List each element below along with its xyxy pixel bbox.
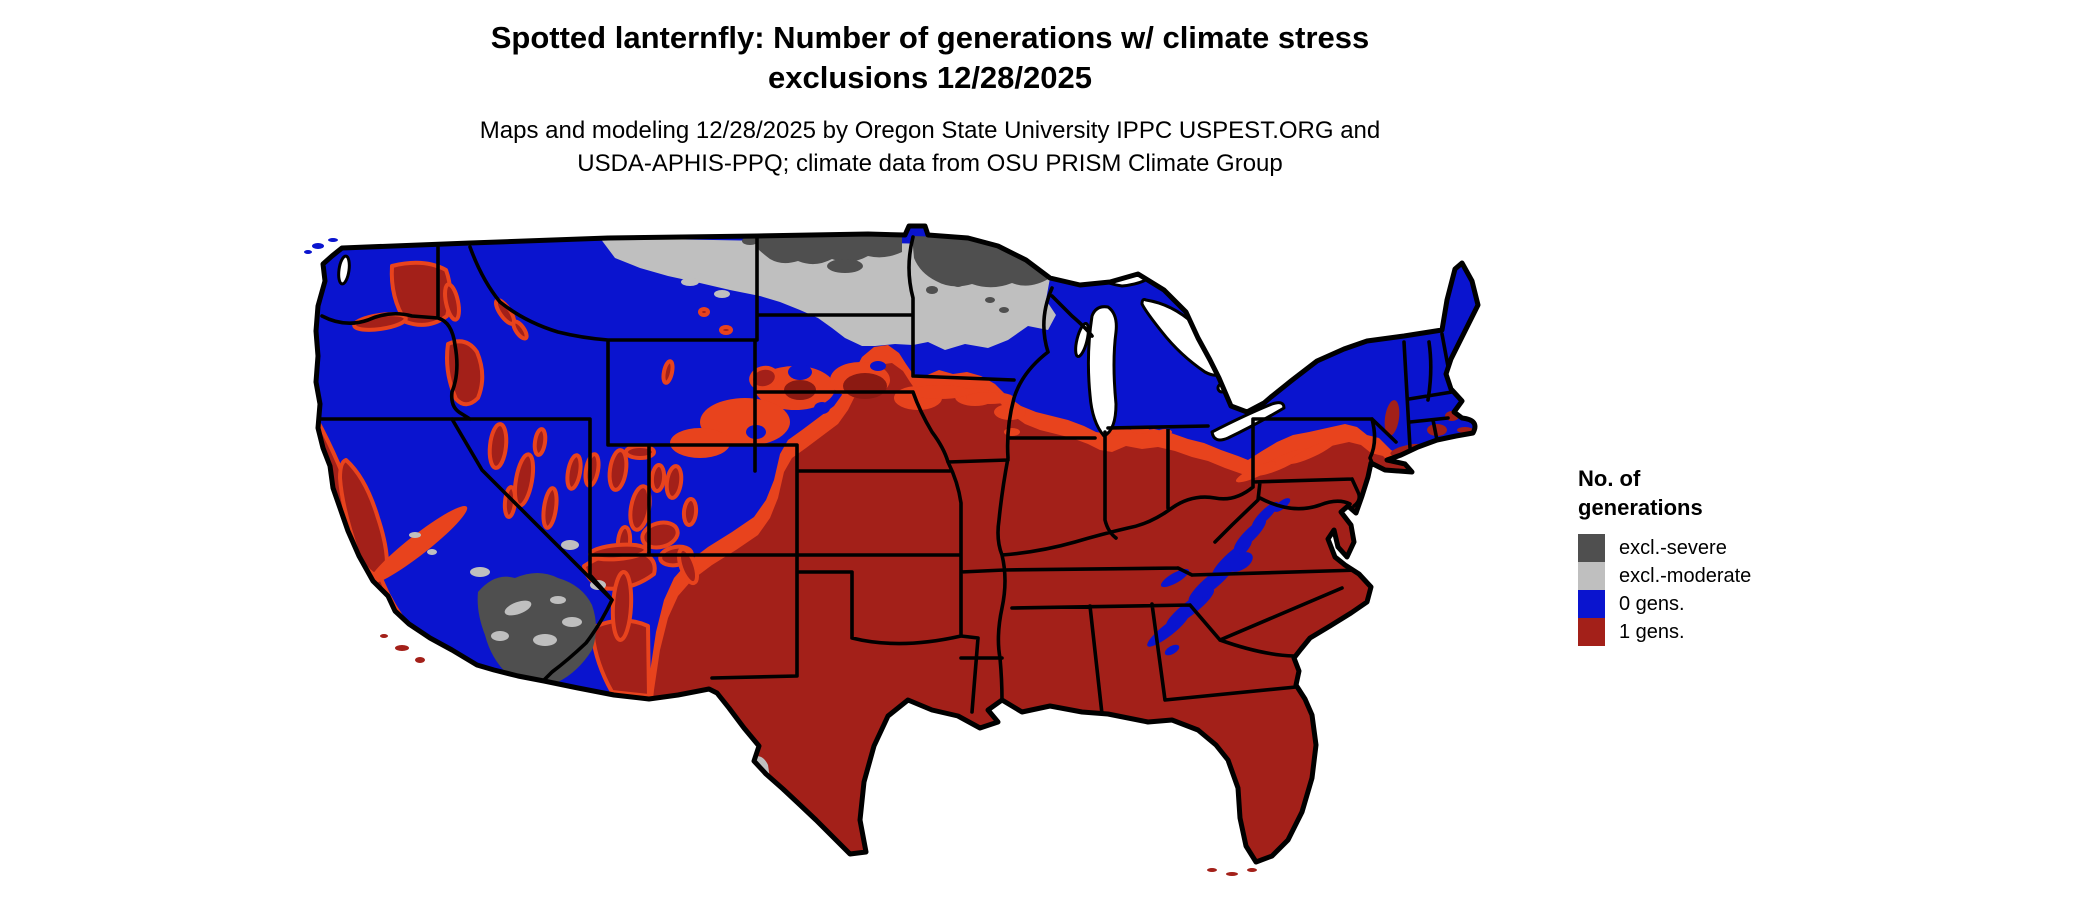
legend-swatch-excl-severe	[1578, 534, 1605, 562]
legend-label-zero-gens: 0 gens.	[1619, 592, 1685, 615]
legend-label-excl-moderate: excl.-moderate	[1619, 564, 1752, 587]
title-line-1: Spotted lanternfly: Number of generation…	[490, 20, 1370, 55]
puget-sound	[337, 254, 351, 286]
legend-items: excl.-severe excl.-moderate 0 gens. 1 ge…	[1578, 534, 1751, 646]
sierra-transition	[368, 506, 468, 584]
legend-swatch-zero-gens	[1578, 590, 1605, 618]
title-line-2: exclusions 12/28/2025	[767, 60, 1092, 95]
lake-michigan	[1086, 305, 1118, 438]
subtitle-line-1: Maps and modeling 12/28/2025 by Oregon S…	[479, 117, 1381, 144]
page-subtitle: Maps and modeling 12/28/2025 by Oregon S…	[230, 114, 1630, 180]
legend-row-zero-gens: 0 gens.	[1578, 590, 1751, 618]
subtitle-line-2: USDA-APHIS-PPQ; climate data from OSU PR…	[577, 150, 1283, 177]
region-excl-severe-southwest	[477, 573, 596, 687]
legend-label-excl-severe: excl.-severe	[1619, 536, 1727, 559]
legend-title: No. of generations	[1578, 464, 1751, 522]
page-title: Spotted lanternfly: Number of generation…	[230, 18, 1630, 98]
appalachian-zero-gens-streaks	[1147, 498, 1291, 656]
legend: No. of generations excl.-severe excl.-mo…	[1578, 464, 1751, 646]
legend-swatch-one-gens	[1578, 618, 1605, 646]
legend-row-excl-severe: excl.-severe	[1578, 534, 1751, 562]
legend-title-line-2: generations	[1578, 495, 1703, 520]
title-block: Spotted lanternfly: Number of generation…	[230, 18, 1630, 180]
legend-row-excl-moderate: excl.-moderate	[1578, 562, 1751, 590]
green-bay	[1074, 321, 1090, 359]
region-excl-severe-north	[742, 236, 1050, 313]
legend-row-one-gens: 1 gens.	[1578, 618, 1751, 646]
sierra-gray-flecks	[409, 532, 437, 555]
legend-label-one-gens: 1 gens.	[1619, 620, 1685, 643]
legend-title-line-1: No. of	[1578, 466, 1641, 491]
offshore-islands	[304, 238, 1257, 876]
legend-swatch-excl-moderate	[1578, 562, 1605, 590]
region-one-gens	[640, 363, 1478, 862]
western-one-gens-blobs	[316, 260, 779, 702]
lake-erie	[1210, 401, 1286, 442]
